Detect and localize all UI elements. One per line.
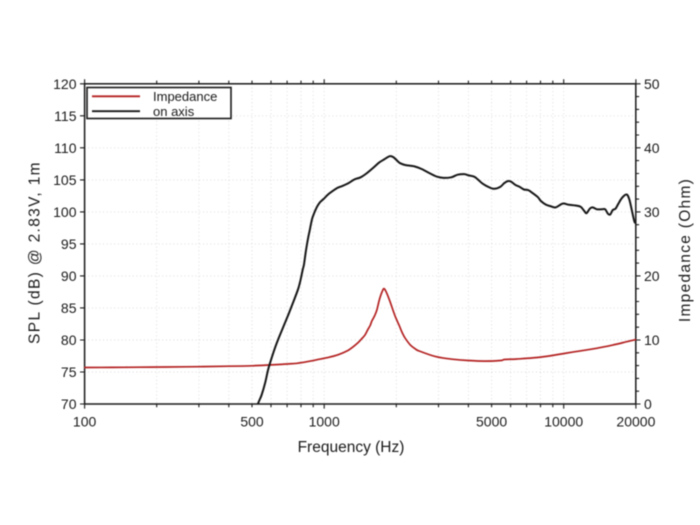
svg-text:40: 40 — [644, 140, 660, 156]
svg-text:on axis: on axis — [153, 104, 195, 119]
svg-text:10: 10 — [644, 332, 660, 348]
svg-text:70: 70 — [61, 396, 77, 412]
svg-text:90: 90 — [61, 268, 77, 284]
svg-text:75: 75 — [61, 364, 77, 380]
svg-text:5000: 5000 — [476, 414, 507, 430]
svg-text:1000: 1000 — [309, 414, 340, 430]
svg-text:20000: 20000 — [616, 414, 655, 430]
svg-text:50: 50 — [644, 76, 660, 92]
svg-text:110: 110 — [54, 140, 77, 156]
svg-text:0: 0 — [644, 396, 652, 412]
svg-text:Frequency (Hz): Frequency (Hz) — [298, 439, 405, 456]
svg-text:30: 30 — [644, 204, 660, 220]
svg-text:85: 85 — [61, 300, 77, 316]
svg-text:Impedance (Ohm): Impedance (Ohm) — [677, 178, 694, 322]
svg-text:105: 105 — [53, 172, 77, 188]
svg-text:500: 500 — [240, 414, 264, 430]
svg-text:SPL (dB) @ 2.83V, 1m: SPL (dB) @ 2.83V, 1m — [27, 161, 44, 344]
svg-text:20: 20 — [644, 268, 660, 284]
svg-text:115: 115 — [54, 108, 77, 124]
svg-text:95: 95 — [61, 236, 77, 252]
svg-text:100: 100 — [73, 414, 97, 430]
svg-text:Impedance: Impedance — [153, 89, 217, 104]
svg-text:10000: 10000 — [544, 414, 583, 430]
svg-text:100: 100 — [53, 204, 77, 220]
svg-text:80: 80 — [61, 332, 77, 348]
svg-text:120: 120 — [53, 76, 77, 92]
